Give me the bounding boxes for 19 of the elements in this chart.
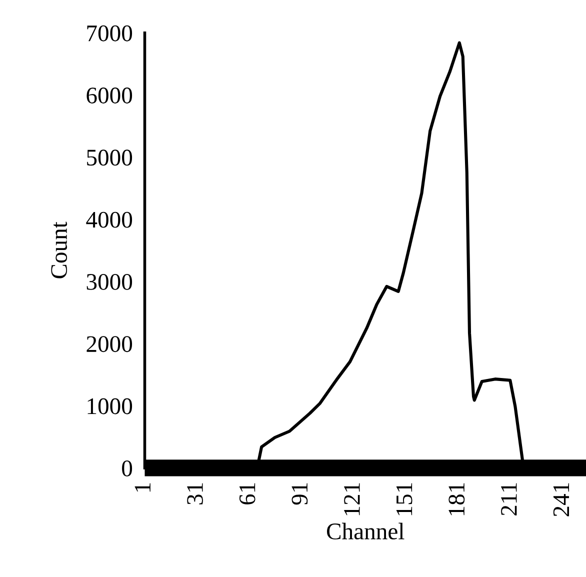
y-tick-label: 3000 [86, 274, 132, 290]
y-tick-label: 0 [122, 460, 132, 476]
x-tick-label: 91 [292, 483, 308, 505]
x-tick-label: 151 [396, 483, 412, 516]
y-tick-label: 4000 [86, 212, 132, 228]
x-tick-label: 181 [448, 483, 465, 516]
x-axis-title: Channel [326, 522, 404, 540]
y-tick-label: 7000 [87, 25, 132, 42]
y-tick-label: 2000 [86, 336, 132, 352]
y-tick-label: 6000 [86, 88, 132, 104]
x-tick-label: 61 [239, 483, 256, 504]
y-tick-label: 5000 [87, 150, 132, 166]
y-tick-label: 1000 [88, 398, 132, 414]
x-tick-label: 121 [344, 483, 360, 516]
x-tick-label: 1 [134, 483, 150, 492]
y-axis-title: Count [51, 222, 68, 278]
x-tick-label: 241 [553, 483, 570, 516]
x-tick-label: 211 [501, 483, 517, 516]
x-tick-label: 31 [187, 483, 203, 504]
